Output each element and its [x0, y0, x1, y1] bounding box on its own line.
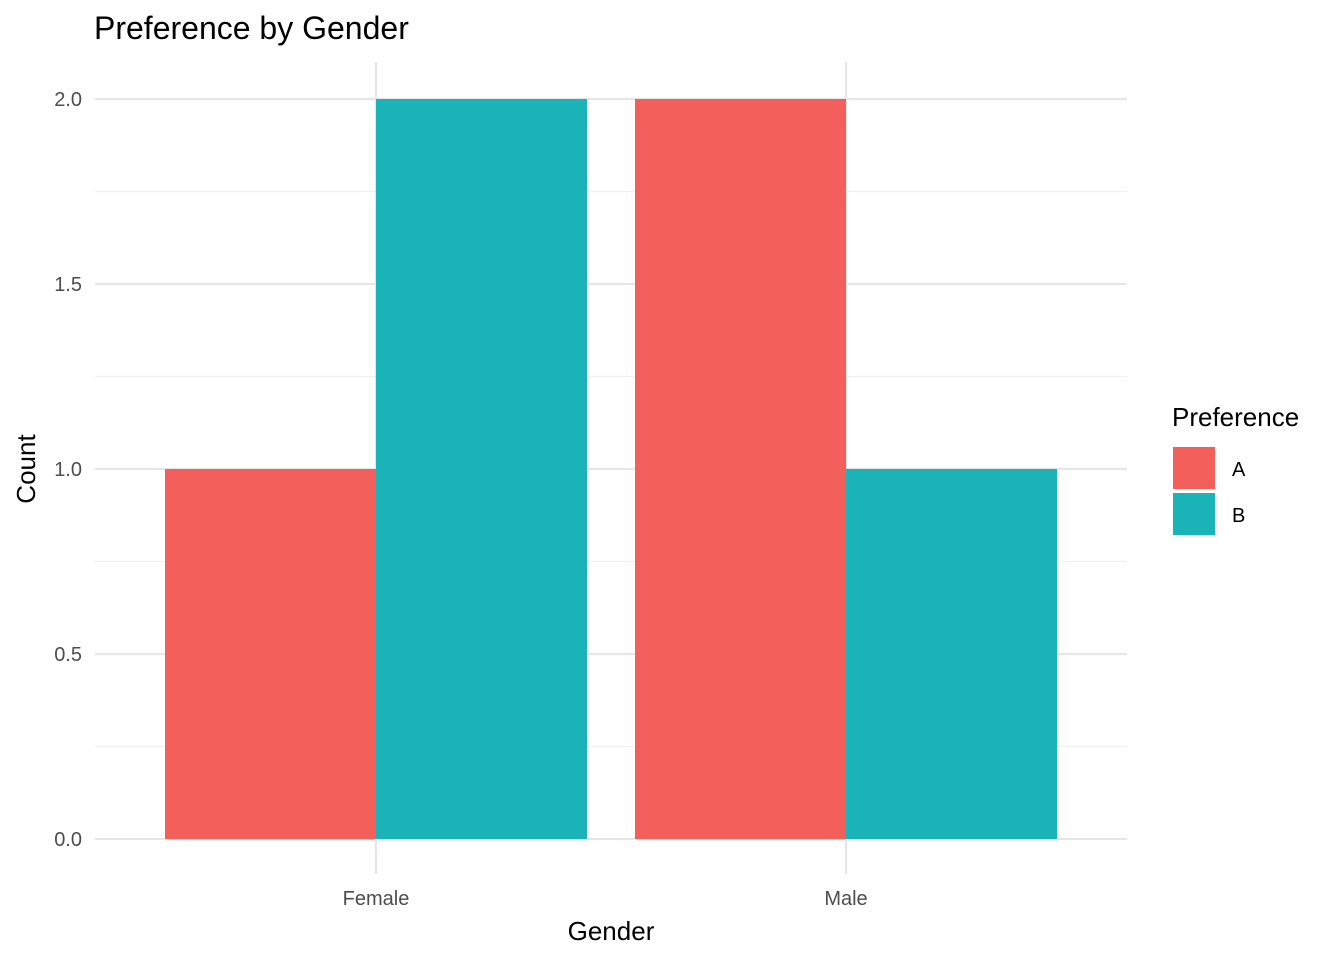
bar-female-a	[165, 469, 376, 839]
y-tick-label: 0.5	[54, 644, 82, 666]
legend-swatch-b	[1173, 493, 1215, 535]
legend-swatch-a	[1173, 447, 1215, 489]
y-tick-label: 1.0	[54, 459, 82, 481]
x-tick-label: Female	[343, 888, 410, 910]
legend-label-b: B	[1232, 505, 1245, 527]
chart-title: Preference by Gender	[94, 10, 409, 46]
bar-male-b	[846, 469, 1057, 839]
y-tick-label: 0.0	[54, 829, 82, 851]
y-axis-ticks: 0.0 0.5 1.0 1.5 2.0	[54, 89, 82, 851]
bar-female-b	[376, 99, 587, 839]
y-axis-title: Count	[11, 434, 41, 504]
y-tick-label: 2.0	[54, 89, 82, 111]
x-axis-ticks: Female Male	[343, 888, 868, 910]
legend-label-a: A	[1232, 459, 1246, 481]
legend: Preference A B	[1172, 402, 1299, 535]
x-axis-title: Gender	[568, 916, 655, 946]
y-tick-label: 1.5	[54, 274, 82, 296]
legend-title: Preference	[1172, 402, 1299, 432]
x-tick-label: Male	[824, 888, 867, 910]
bar-male-a	[635, 99, 846, 839]
bars	[165, 99, 1057, 839]
